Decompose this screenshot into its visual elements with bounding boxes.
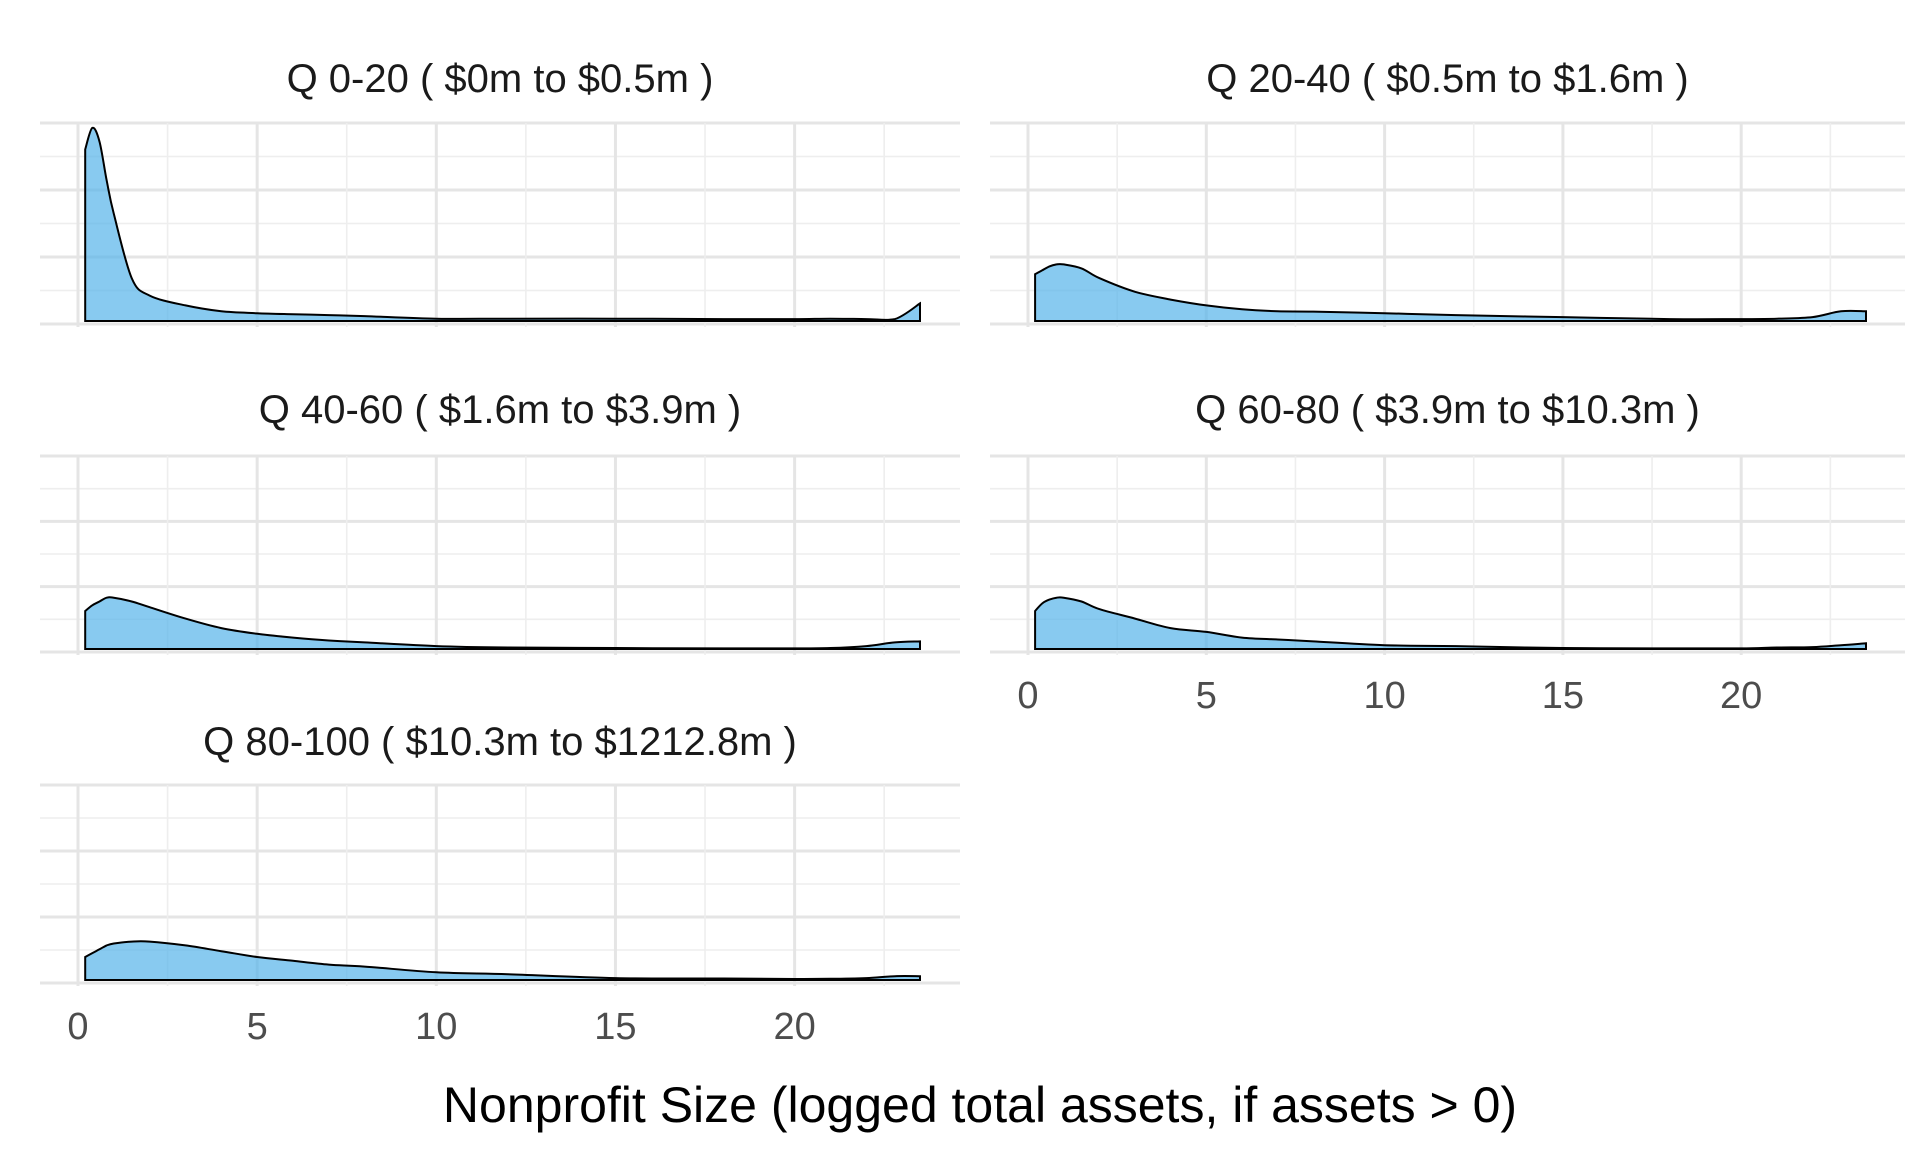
facet-title: Q 60-80 ( $3.9m to $10.3m ) [1195, 388, 1700, 432]
x-tick-label: 20 [1720, 675, 1762, 717]
x-tick-label: 5 [247, 1006, 268, 1048]
density-area [84, 940, 921, 981]
facet-title: Q 0-20 ( $0m to $0.5m ) [287, 57, 714, 101]
density-area [84, 596, 921, 650]
x-tick-label: 15 [594, 1006, 636, 1048]
facet-panel-4: Q 60-80 ( $3.9m to $10.3m ) 0 5 10 15 20 [990, 388, 1905, 717]
density-area [84, 126, 921, 322]
facet-title: Q 20-40 ( $0.5m to $1.6m ) [1206, 57, 1688, 101]
x-tick-label: 0 [67, 1006, 88, 1048]
x-tick-label: 15 [1542, 675, 1584, 717]
x-tick-label: 10 [1363, 675, 1405, 717]
density-area [1034, 263, 1867, 322]
x-axis-title: Nonprofit Size (logged total assets, if … [443, 1077, 1517, 1133]
x-tick-label: 5 [1196, 675, 1217, 717]
facet-title: Q 40-60 ( $1.6m to $3.9m ) [259, 388, 741, 432]
facet-panel-5: Q 80-100 ( $10.3m to $1212.8m ) 0 5 10 15 20 [40, 720, 960, 1048]
x-tick-label: 20 [773, 1006, 815, 1048]
density-area [1034, 596, 1867, 650]
facet-title: Q 80-100 ( $10.3m to $1212.8m ) [203, 720, 797, 764]
facet-panel-1: Q 0-20 ( $0m to $0.5m ) [40, 57, 960, 327]
facet-panel-3: Q 40-60 ( $1.6m to $3.9m ) [40, 388, 960, 655]
x-tick-label: 10 [415, 1006, 457, 1048]
x-tick-label: 0 [1017, 675, 1038, 717]
facet-panel-2: Q 20-40 ( $0.5m to $1.6m ) [990, 57, 1905, 327]
